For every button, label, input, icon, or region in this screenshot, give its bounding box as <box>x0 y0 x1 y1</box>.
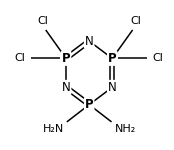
Text: N: N <box>62 81 70 94</box>
Text: Cl: Cl <box>153 53 164 63</box>
Text: NH₂: NH₂ <box>115 124 136 134</box>
Text: Cl: Cl <box>130 16 141 26</box>
Text: N: N <box>108 81 117 94</box>
Text: N: N <box>85 35 94 48</box>
Text: Cl: Cl <box>38 16 48 26</box>
Text: Cl: Cl <box>15 53 26 63</box>
Text: P: P <box>85 98 93 111</box>
Text: P: P <box>108 52 117 65</box>
Text: P: P <box>62 52 70 65</box>
Text: H₂N: H₂N <box>42 124 64 134</box>
